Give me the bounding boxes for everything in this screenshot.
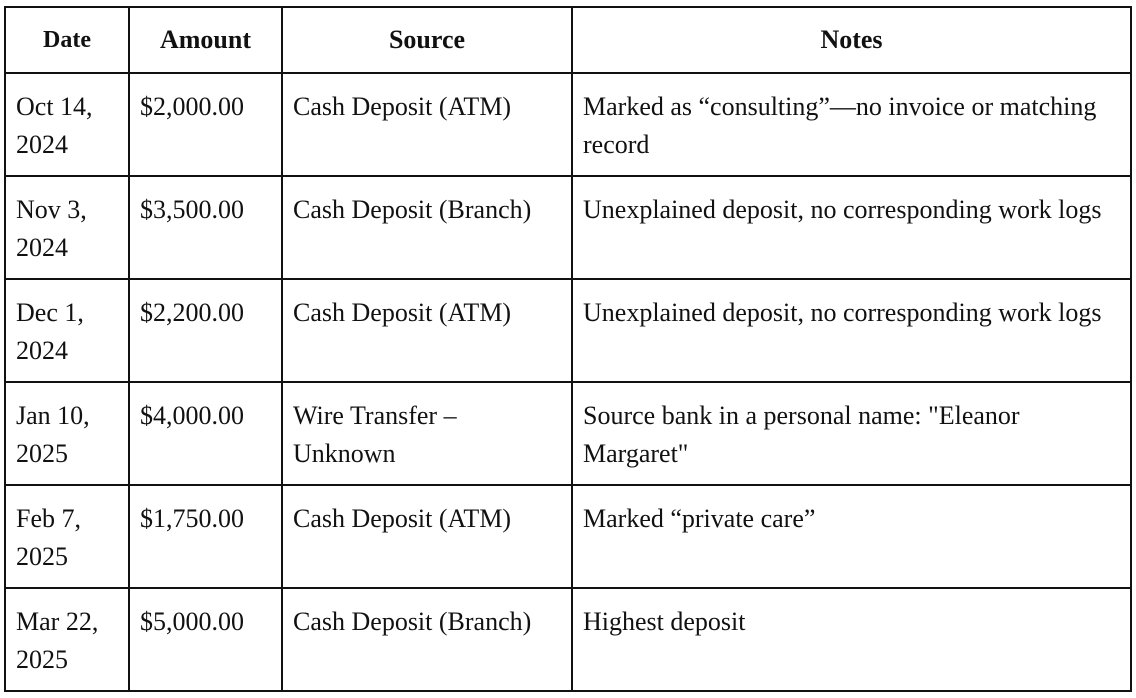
cell-source: Wire Transfer – Unknown (281, 381, 573, 486)
deposits-table-container: Date Amount Source Notes Oct 14, 2024 $2… (4, 6, 1132, 692)
table-row: Jan 10, 2025 $4,000.00 Wire Transfer – U… (4, 381, 1132, 486)
cell-date: Jan 10, 2025 (4, 381, 130, 486)
header-source: Source (281, 6, 573, 74)
table-row: Oct 14, 2024 $2,000.00 Cash Deposit (ATM… (4, 72, 1132, 177)
header-amount: Amount (128, 6, 283, 74)
cell-notes: Marked as “consulting”—no invoice or mat… (571, 72, 1132, 177)
cell-amount: $3,500.00 (128, 175, 283, 280)
cell-notes: Unexplained deposit, no corresponding wo… (571, 278, 1132, 383)
cell-amount: $2,000.00 (128, 72, 283, 177)
cell-notes: Source bank in a personal name: "Eleanor… (571, 381, 1132, 486)
cell-notes: Unexplained deposit, no corresponding wo… (571, 175, 1132, 280)
deposits-table: Date Amount Source Notes Oct 14, 2024 $2… (4, 6, 1132, 692)
cell-source: Cash Deposit (ATM) (281, 278, 573, 383)
cell-notes: Highest deposit (571, 587, 1132, 692)
table-header-row: Date Amount Source Notes (4, 6, 1132, 74)
cell-date: Nov 3, 2024 (4, 175, 130, 280)
cell-date: Dec 1, 2024 (4, 278, 130, 383)
table-row: Nov 3, 2024 $3,500.00 Cash Deposit (Bran… (4, 175, 1132, 280)
table-row: Feb 7, 2025 $1,750.00 Cash Deposit (ATM)… (4, 484, 1132, 589)
cell-source: Cash Deposit (ATM) (281, 72, 573, 177)
cell-amount: $4,000.00 (128, 381, 283, 486)
cell-source: Cash Deposit (Branch) (281, 175, 573, 280)
cell-date: Feb 7, 2025 (4, 484, 130, 589)
cell-amount: $5,000.00 (128, 587, 283, 692)
table-row: Mar 22, 2025 $5,000.00 Cash Deposit (Bra… (4, 587, 1132, 692)
cell-date: Oct 14, 2024 (4, 72, 130, 177)
cell-amount: $2,200.00 (128, 278, 283, 383)
cell-date: Mar 22, 2025 (4, 587, 130, 692)
cell-source: Cash Deposit (Branch) (281, 587, 573, 692)
cell-notes: Marked “private care” (571, 484, 1132, 589)
table-row: Dec 1, 2024 $2,200.00 Cash Deposit (ATM)… (4, 278, 1132, 383)
header-date: Date (4, 6, 130, 74)
cell-amount: $1,750.00 (128, 484, 283, 589)
cell-source: Cash Deposit (ATM) (281, 484, 573, 589)
header-notes: Notes (571, 6, 1132, 74)
